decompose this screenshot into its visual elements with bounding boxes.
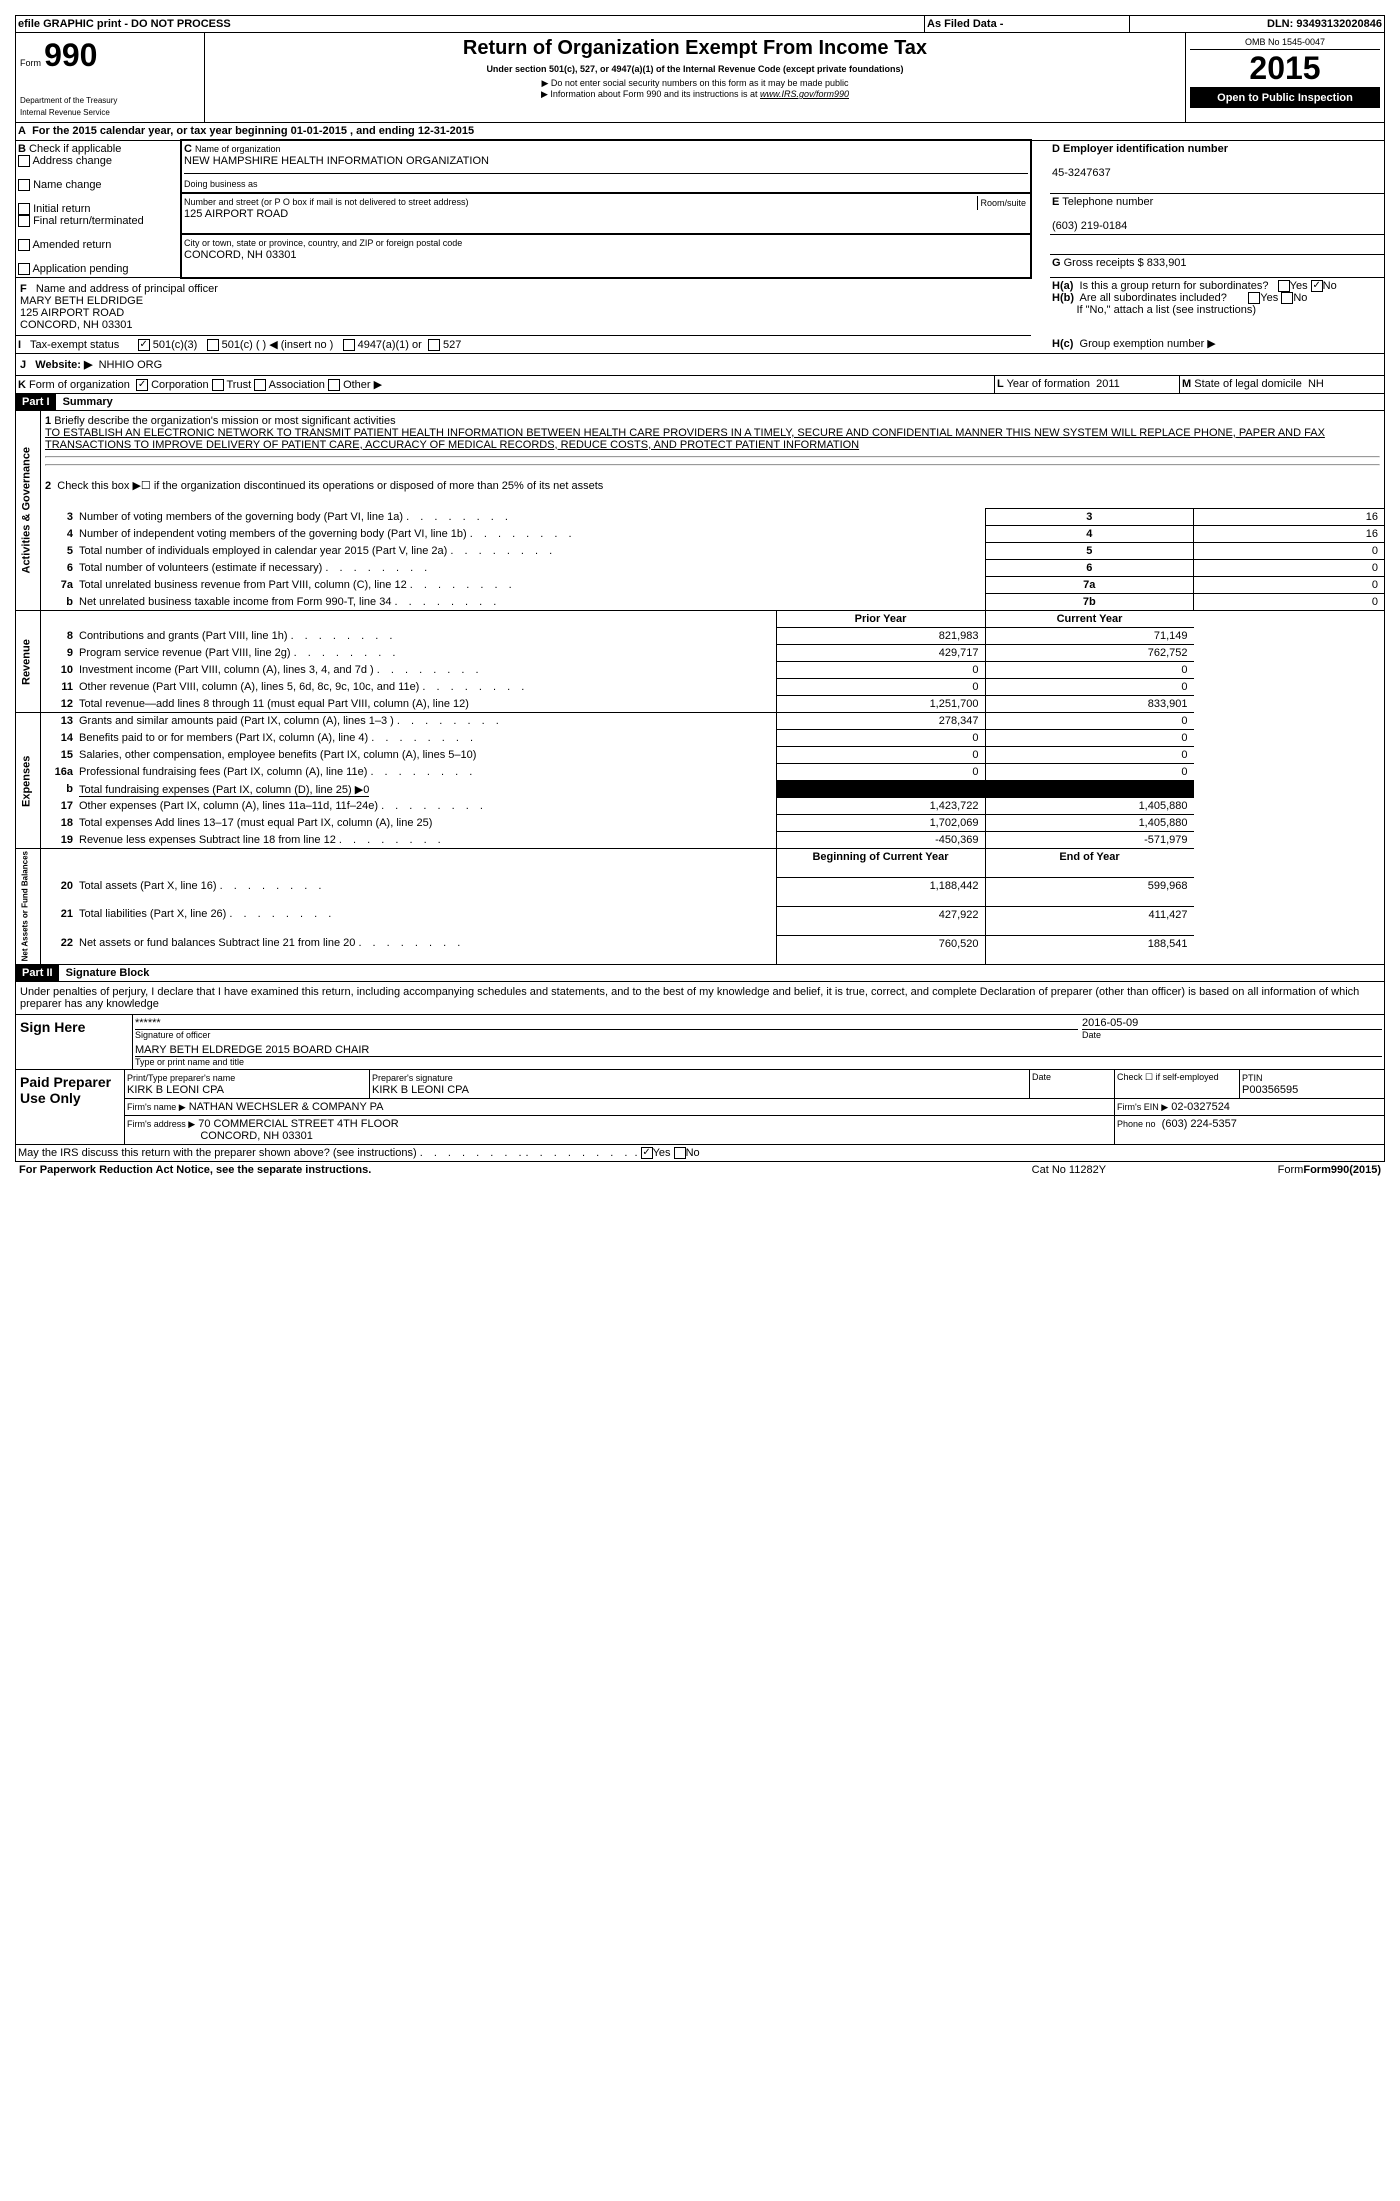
top-bar: efile GRAPHIC print - DO NOT PROCESS As …: [15, 15, 1385, 33]
c-name-label: Name of organization: [195, 144, 281, 154]
val-3: 16: [1194, 509, 1385, 526]
part1-subtitle: Summary: [59, 392, 117, 412]
note-info: ▶ Information about Form 990 and its ins…: [541, 89, 758, 99]
dba-label: Doing business as: [184, 179, 258, 189]
city-value: CONCORD, NH 03301: [184, 249, 296, 261]
checkbox-hb-yes[interactable]: [1248, 292, 1260, 304]
checkbox-hb-no[interactable]: [1281, 292, 1293, 304]
officer-printed-name: MARY BETH ELDREDGE 2015 BOARD CHAIR: [135, 1044, 369, 1056]
irs-link[interactable]: www.IRS.gov/form990: [760, 89, 849, 99]
part1-table: Activities & Governance 1 Briefly descri…: [15, 410, 1385, 965]
checkbox-trust[interactable]: [212, 379, 224, 391]
form-number: 990: [44, 37, 97, 73]
checkbox-initial-return[interactable]: [18, 203, 30, 215]
side-netassets: Net Assets or Fund Balances: [16, 849, 41, 964]
room-label: Room/suite: [977, 196, 1028, 210]
addr-label: Number and street (or P O box if mail is…: [184, 197, 468, 207]
org-name: NEW HAMPSHIRE HEALTH INFORMATION ORGANIZ…: [184, 155, 489, 167]
part2-header: Part II: [16, 965, 59, 981]
city-label: City or town, state or province, country…: [184, 238, 462, 248]
checkbox-name-change[interactable]: [18, 179, 30, 191]
firm-ein: 02-0327524: [1171, 1101, 1230, 1113]
val-7b: 0: [1194, 594, 1385, 611]
sig-date: 2016-05-09: [1082, 1017, 1138, 1029]
sign-here-label: Sign Here: [16, 1015, 105, 1070]
form-header: Form 990 Department of the Treasury Inte…: [15, 33, 1385, 123]
dln-value: 93493132020846: [1296, 18, 1382, 30]
page-footer: For Paperwork Reduction Act Notice, see …: [15, 1162, 1385, 1178]
paid-preparer-label: Paid Preparer Use Only: [16, 1070, 125, 1145]
checkbox-501c[interactable]: [207, 339, 219, 351]
perjury-statement: Under penalties of perjury, I declare th…: [15, 981, 1385, 1015]
inspection-notice: Open to Public Inspection: [1190, 88, 1380, 108]
dln-label: DLN:: [1267, 18, 1293, 30]
side-expenses: Expenses: [16, 713, 41, 849]
part1-header: Part I: [16, 394, 56, 410]
checkbox-527[interactable]: [428, 339, 440, 351]
omb-number: OMB No 1545-0047: [1190, 35, 1380, 50]
checkbox-other[interactable]: [328, 379, 340, 391]
checkbox-amended[interactable]: [18, 239, 30, 251]
street-address: 125 AIRPORT ROAD: [184, 208, 288, 220]
filed-label: As Filed Data -: [925, 16, 1130, 33]
val-5: 0: [1194, 543, 1385, 560]
checkbox-assoc[interactable]: [254, 379, 266, 391]
year-formation: 2011: [1096, 378, 1120, 390]
form-subtitle: Under section 501(c), 527, or 4947(a)(1)…: [209, 64, 1181, 74]
firm-name: NATHAN WECHSLER & COMPANY PA: [189, 1101, 384, 1113]
section-identity: A For the 2015 calendar year, or tax yea…: [15, 123, 1385, 353]
irs-label: Internal Revenue Service: [20, 108, 110, 117]
form-title: Return of Organization Exempt From Incom…: [209, 37, 1181, 60]
state-domicile: NH: [1308, 378, 1324, 390]
side-activities: Activities & Governance: [16, 410, 41, 611]
checkbox-final-return[interactable]: [18, 215, 30, 227]
side-revenue: Revenue: [16, 611, 41, 713]
greyed-cell: [776, 781, 985, 798]
checkbox-501c3[interactable]: ✓: [138, 339, 150, 351]
gross-receipts: 833,901: [1147, 257, 1187, 269]
phone-value: (603) 219-0184: [1052, 220, 1127, 232]
checkbox-pending[interactable]: [18, 263, 30, 275]
ein-value: 45-3247637: [1052, 167, 1111, 179]
checkbox-address-change[interactable]: [18, 155, 30, 167]
firm-phone: (603) 224-5357: [1162, 1118, 1237, 1130]
dept-label: Department of the Treasury: [20, 96, 117, 105]
officer-name: MARY BETH ELDRIDGE: [20, 295, 143, 307]
tax-year: 2015: [1190, 50, 1380, 88]
checkbox-discuss-yes[interactable]: ✓: [641, 1147, 653, 1159]
b-label: Check if applicable: [29, 143, 121, 155]
mission-text: TO ESTABLISH AN ELECTRONIC NETWORK TO TR…: [45, 427, 1325, 451]
form-label: Form: [20, 58, 41, 68]
checkbox-4947[interactable]: [343, 339, 355, 351]
checkbox-ha-no[interactable]: ✓: [1311, 280, 1323, 292]
note-ssn: ▶ Do not enter social security numbers o…: [209, 78, 1181, 89]
ptin-value: P00356595: [1242, 1084, 1298, 1096]
val-6: 0: [1194, 560, 1385, 577]
preparer-name: KIRK B LEONI CPA: [127, 1084, 224, 1096]
checkbox-discuss-no[interactable]: [674, 1147, 686, 1159]
val-4: 16: [1194, 526, 1385, 543]
line-a: For the 2015 calendar year, or tax year …: [32, 125, 474, 137]
efile-notice: efile GRAPHIC print - DO NOT PROCESS: [16, 16, 925, 33]
part2-subtitle: Signature Block: [62, 963, 154, 983]
checkbox-corp[interactable]: ✓: [136, 379, 148, 391]
website-value: NHHIO ORG: [99, 359, 163, 371]
checkbox-ha-yes[interactable]: [1278, 280, 1290, 292]
val-7a: 0: [1194, 577, 1385, 594]
